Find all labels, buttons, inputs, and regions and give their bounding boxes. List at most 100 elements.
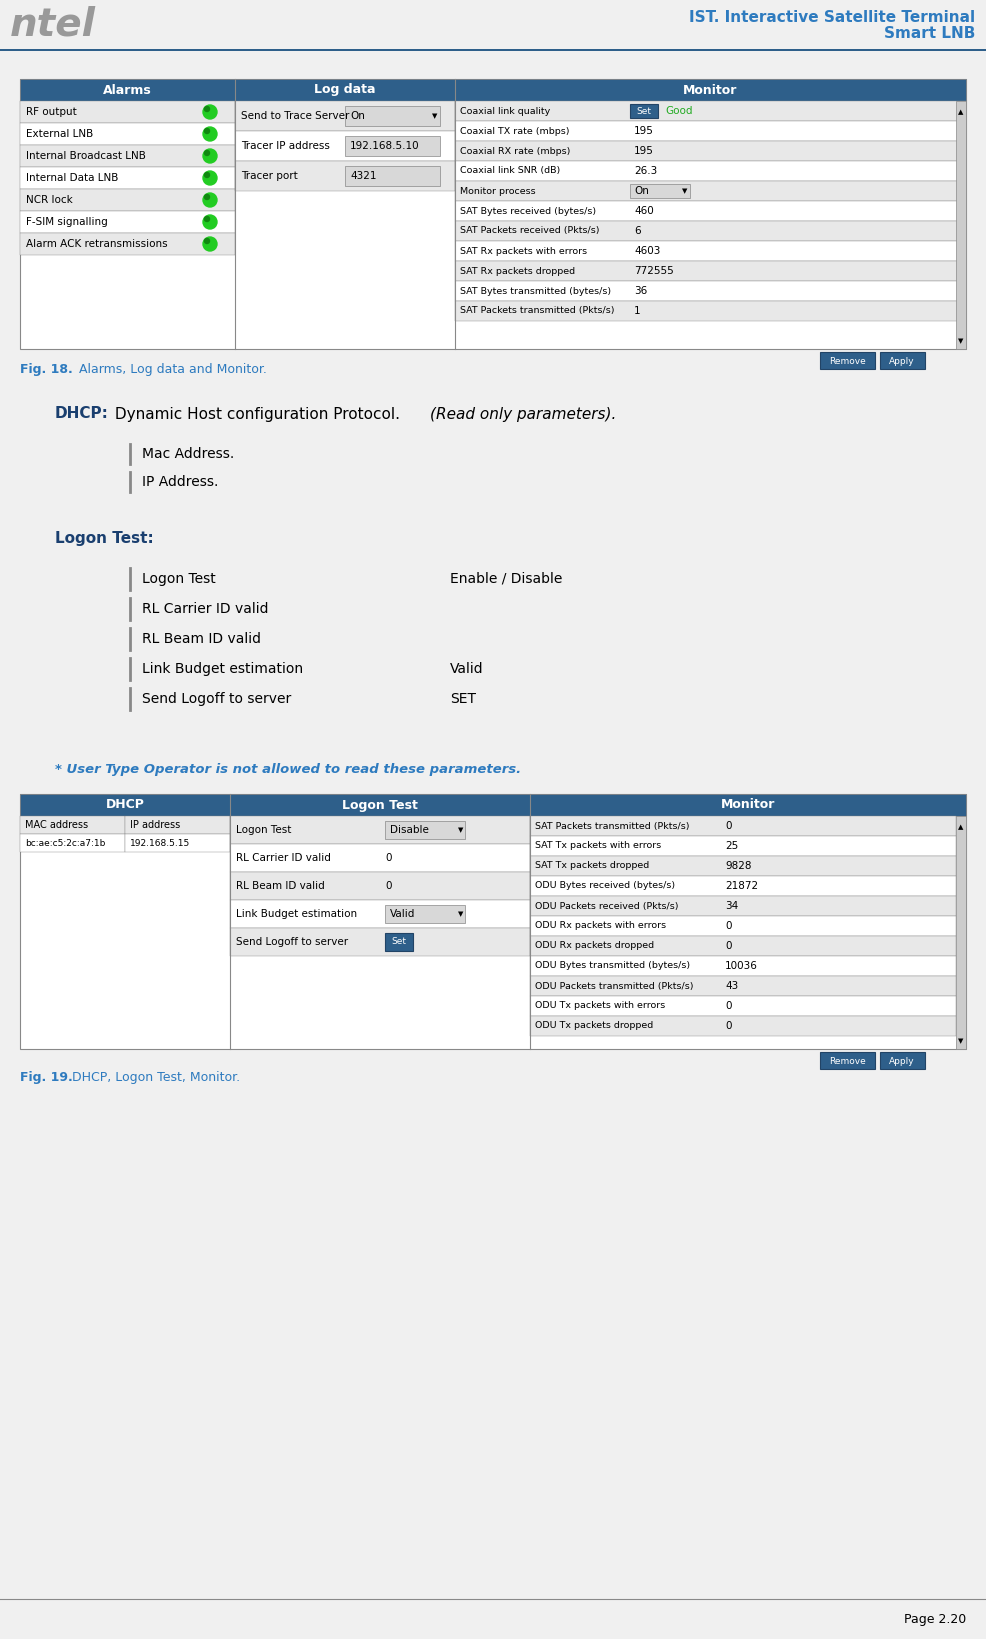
Text: Mac Address.: Mac Address. [142,447,235,461]
Text: RL Beam ID valid: RL Beam ID valid [236,882,324,892]
Text: Logon Test: Logon Test [142,572,216,587]
Text: 0: 0 [385,882,391,892]
Bar [235,161,455,192]
Text: ODU Rx packets with errors: ODU Rx packets with errors [535,921,667,931]
Text: SAT Packets received (Pkts/s): SAT Packets received (Pkts/s) [460,226,599,236]
Text: Send Logoff to server: Send Logoff to server [236,938,348,947]
Bar [20,793,230,816]
Text: 195: 195 [634,146,654,156]
Text: MAC address: MAC address [25,820,88,829]
Text: DHCP:: DHCP: [55,406,108,421]
Bar [530,956,956,975]
Text: (Read only parameters).: (Read only parameters). [430,406,616,421]
Text: Page 2.20: Page 2.20 [904,1613,966,1626]
Text: SET: SET [450,692,476,706]
Text: Fig. 19.: Fig. 19. [20,1070,73,1083]
Text: Smart LNB: Smart LNB [883,26,975,41]
Bar [20,211,235,233]
Bar [345,166,440,185]
Bar [455,261,966,280]
Text: ODU Tx packets with errors: ODU Tx packets with errors [535,1001,666,1011]
Bar [455,221,966,241]
Bar [530,916,956,936]
Text: Coaxial link SNR (dB): Coaxial link SNR (dB) [460,167,560,175]
Text: IP Address.: IP Address. [142,475,218,488]
Text: SAT Rx packets dropped: SAT Rx packets dropped [460,267,575,275]
Bar [956,102,966,349]
Text: 9828: 9828 [725,860,751,870]
Bar [530,856,956,875]
Bar [235,102,455,131]
Bar [20,79,235,102]
Text: 0: 0 [725,941,732,951]
Text: Apply: Apply [889,1057,915,1065]
Bar [530,875,956,897]
Text: Monitor: Monitor [683,84,738,97]
Text: 25: 25 [725,841,739,851]
Bar [230,844,530,872]
Text: Apply: Apply [889,357,915,365]
Text: Set: Set [637,107,652,115]
Text: bc:ae:c5:2c:a7:1b: bc:ae:c5:2c:a7:1b [25,839,106,847]
Bar [0,49,986,51]
Text: ▼: ▼ [958,1037,963,1044]
Text: Link Budget estimation: Link Budget estimation [236,910,357,919]
Circle shape [203,193,217,207]
Text: ▼: ▼ [682,188,687,193]
Circle shape [204,216,209,221]
Text: Good: Good [665,107,692,116]
Text: NCR lock: NCR lock [26,195,73,205]
Bar [125,816,230,834]
Text: DHCP: DHCP [106,798,144,811]
Text: Valid: Valid [390,910,415,919]
Text: 10036: 10036 [725,960,758,970]
Bar [345,136,440,156]
Text: ODU Rx packets dropped: ODU Rx packets dropped [535,941,654,951]
Bar [880,352,925,369]
Circle shape [203,126,217,141]
Text: * User Type Operator is not allowed to read these parameters.: * User Type Operator is not allowed to r… [55,762,522,775]
Text: Monitor: Monitor [721,798,775,811]
Bar [820,1052,875,1069]
Circle shape [204,172,209,177]
Text: IST. Interactive Satellite Terminal: IST. Interactive Satellite Terminal [689,10,975,25]
Text: Tracer port: Tracer port [241,170,298,180]
Text: ▼: ▼ [458,828,463,833]
Text: Link Budget estimation: Link Budget estimation [142,662,303,675]
Text: Disable: Disable [390,824,429,834]
Text: SAT Bytes received (bytes/s): SAT Bytes received (bytes/s) [460,207,597,215]
Bar [20,123,235,144]
Text: Valid: Valid [450,662,483,675]
Text: 195: 195 [634,126,654,136]
Text: RL Beam ID valid: RL Beam ID valid [142,633,261,646]
Text: Monitor process: Monitor process [460,187,535,195]
Bar [455,121,966,141]
Bar [20,793,966,1049]
Text: 0: 0 [725,1001,732,1011]
Bar [385,905,465,923]
Text: Tracer IP address: Tracer IP address [241,141,330,151]
Bar [125,834,230,852]
Bar [230,900,530,928]
Text: SAT Tx packets dropped: SAT Tx packets dropped [535,862,649,870]
Text: 21872: 21872 [725,882,758,892]
Text: On: On [350,111,365,121]
Text: 772555: 772555 [634,266,673,275]
Text: 43: 43 [725,982,739,992]
Text: 0: 0 [725,821,732,831]
Text: 0: 0 [725,921,732,931]
Text: ODU Packets transmitted (Pkts/s): ODU Packets transmitted (Pkts/s) [535,982,693,990]
Text: Enable / Disable: Enable / Disable [450,572,562,587]
Text: External LNB: External LNB [26,129,94,139]
Text: ODU Tx packets dropped: ODU Tx packets dropped [535,1021,654,1031]
Bar [0,0,986,49]
Circle shape [204,239,209,244]
Bar [455,79,966,102]
Text: ODU Packets received (Pkts/s): ODU Packets received (Pkts/s) [535,901,678,911]
Text: ODU Bytes transmitted (bytes/s): ODU Bytes transmitted (bytes/s) [535,962,690,970]
Bar [455,241,966,261]
Text: ▲: ▲ [958,824,963,829]
Text: Fig. 18.: Fig. 18. [20,362,73,375]
Text: On: On [634,185,649,197]
Text: Coaxial TX rate (mbps): Coaxial TX rate (mbps) [460,126,570,136]
